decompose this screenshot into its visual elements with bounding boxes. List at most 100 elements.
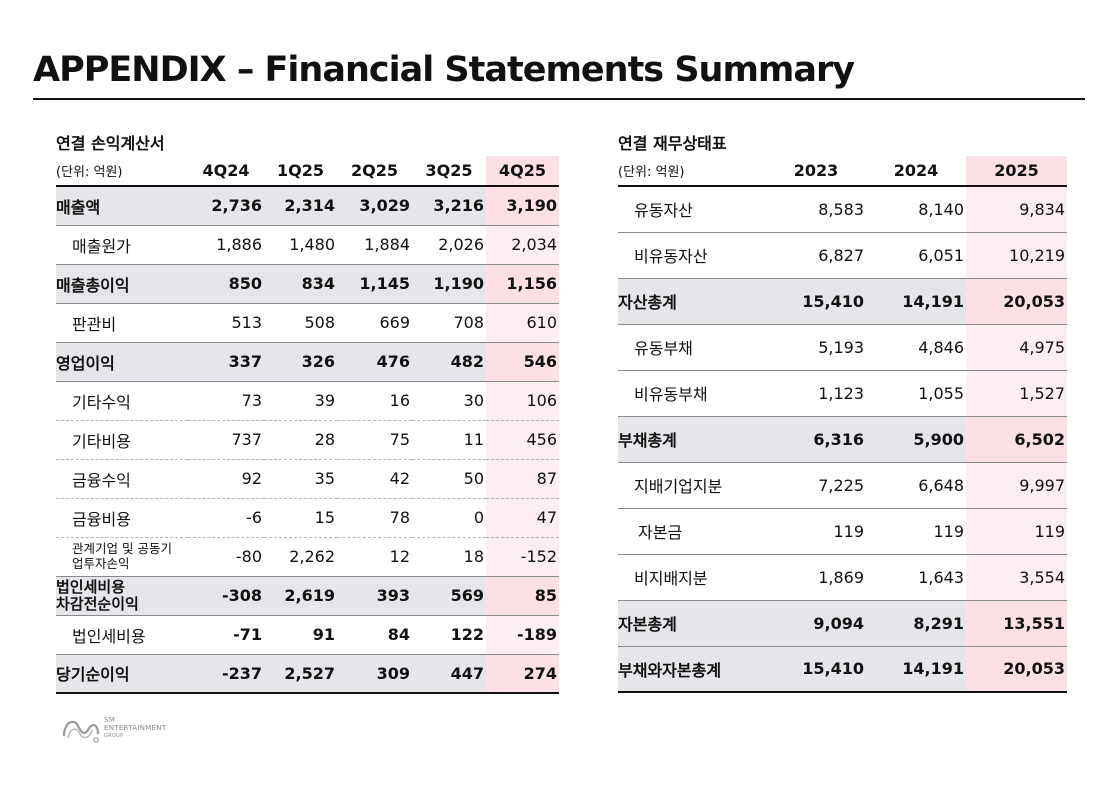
unit-label: (단위: 억원) xyxy=(618,156,766,187)
cell-value: 1,145 xyxy=(337,264,412,304)
column-header: 3Q25 xyxy=(412,156,486,187)
cell-value: 3,554 xyxy=(966,554,1067,601)
cell-value: 4,846 xyxy=(866,324,966,371)
cell-value: 15 xyxy=(264,498,337,538)
cell-value: 309 xyxy=(337,654,412,694)
cell-value: 2,026 xyxy=(412,225,486,265)
cell-value: 20,053 xyxy=(966,278,1067,325)
table-row: 부채총계 6,316 5,900 6,502 xyxy=(618,416,1067,463)
cell-value: 669 xyxy=(337,303,412,343)
table-row: 금융비용 -6 15 78 0 47 xyxy=(56,498,559,538)
cell-value: 6,502 xyxy=(966,416,1067,463)
cell-value: 2,262 xyxy=(264,537,337,577)
table-row: 지배기업지분 7,225 6,648 9,997 xyxy=(618,462,1067,509)
cell-value: -152 xyxy=(486,537,559,577)
cell-value: 50 xyxy=(412,459,486,499)
column-header: 2023 xyxy=(766,156,866,187)
cell-value: 15,410 xyxy=(766,278,866,325)
table-row: 부채와자본총계 15,410 14,191 20,053 xyxy=(618,646,1067,693)
cell-value: -308 xyxy=(188,576,264,616)
row-label: 부채와자본총계 xyxy=(618,646,766,693)
row-label: 법인세비용 차감전순이익 xyxy=(56,576,188,616)
balance-sheet-title: 연결 재무상태표 xyxy=(618,134,727,153)
cell-value: 8,140 xyxy=(866,186,966,233)
cell-value: 3,190 xyxy=(486,186,559,226)
cell-value: 6,051 xyxy=(866,232,966,279)
cell-value: 476 xyxy=(337,342,412,382)
cell-value: 119 xyxy=(966,508,1067,555)
row-label: 관계기업 및 공동기 업투자손익 xyxy=(56,537,188,577)
row-label: 지배기업지분 xyxy=(618,462,766,509)
cell-value: 16 xyxy=(337,381,412,421)
page-title: APPENDIX – Financial Statements Summary xyxy=(33,50,855,90)
cell-value: 513 xyxy=(188,303,264,343)
row-label: 영업이익 xyxy=(56,342,188,382)
cell-value: 2,736 xyxy=(188,186,264,226)
balance-sheet-table: (단위: 억원) 2023 2024 2025 유동자산 8,583 8,140… xyxy=(618,156,1067,693)
table-row: 자본총계 9,094 8,291 13,551 xyxy=(618,600,1067,647)
cell-value: 1,643 xyxy=(866,554,966,601)
row-label: 부채총계 xyxy=(618,416,766,463)
row-label: 금융수익 xyxy=(56,459,188,499)
cell-value: 7,225 xyxy=(766,462,866,509)
row-label: 판관비 xyxy=(56,303,188,343)
table-header-row: (단위: 억원) 2023 2024 2025 xyxy=(618,156,1067,187)
row-label: 당기순이익 xyxy=(56,654,188,694)
cell-value: 75 xyxy=(337,420,412,460)
cell-value: 546 xyxy=(486,342,559,382)
cell-value: 11 xyxy=(412,420,486,460)
cell-value: -71 xyxy=(188,615,264,655)
column-header: 2024 xyxy=(866,156,966,187)
table-row: 기타비용 737 28 75 11 456 xyxy=(56,420,559,460)
cell-value: 39 xyxy=(264,381,337,421)
cell-value: 20,053 xyxy=(966,646,1067,693)
cell-value: 47 xyxy=(486,498,559,538)
table-row: 유동자산 8,583 8,140 9,834 xyxy=(618,186,1067,233)
table-row: 관계기업 및 공동기 업투자손익 -80 2,262 12 18 -152 xyxy=(56,537,559,577)
cell-value: 708 xyxy=(412,303,486,343)
logo-line3: GROUP xyxy=(104,733,124,739)
cell-value: 1,884 xyxy=(337,225,412,265)
cell-value: 92 xyxy=(188,459,264,499)
cell-value: 18 xyxy=(412,537,486,577)
cell-value: 10,219 xyxy=(966,232,1067,279)
income-statement-title: 연결 손익계산서 xyxy=(56,134,165,153)
cell-value: 508 xyxy=(264,303,337,343)
cell-value: 6,316 xyxy=(766,416,866,463)
cell-value: 30 xyxy=(412,381,486,421)
row-label: 기타비용 xyxy=(56,420,188,460)
row-label: 유동부채 xyxy=(618,324,766,371)
title-divider xyxy=(33,98,1085,100)
cell-value: 569 xyxy=(412,576,486,616)
row-label-line2: 업투자손익 xyxy=(72,556,130,571)
row-label: 비유동자산 xyxy=(618,232,766,279)
table-row: 자본금 119 119 119 xyxy=(618,508,1067,555)
cell-value: 122 xyxy=(412,615,486,655)
row-label: 법인세비용 xyxy=(56,615,188,655)
column-header: 2Q25 xyxy=(337,156,412,187)
cell-value: 8,291 xyxy=(866,600,966,647)
row-label: 자본금 xyxy=(618,508,766,555)
cell-value: 14,191 xyxy=(866,278,966,325)
cell-value: 85 xyxy=(486,576,559,616)
row-label: 매출원가 xyxy=(56,225,188,265)
cell-value: 2,527 xyxy=(264,654,337,694)
table-row: 비유동부채 1,123 1,055 1,527 xyxy=(618,370,1067,417)
cell-value: 35 xyxy=(264,459,337,499)
income-statement-table: (단위: 억원) 4Q24 1Q25 2Q25 3Q25 4Q25 매출액 2,… xyxy=(56,156,559,694)
row-label: 비지배지분 xyxy=(618,554,766,601)
cell-value: 42 xyxy=(337,459,412,499)
cell-value: 1,527 xyxy=(966,370,1067,417)
row-label: 금융비용 xyxy=(56,498,188,538)
cell-value: 456 xyxy=(486,420,559,460)
cell-value: 737 xyxy=(188,420,264,460)
cell-value: 78 xyxy=(337,498,412,538)
table-row: 영업이익 337 326 476 482 546 xyxy=(56,342,559,382)
cell-value: 8,583 xyxy=(766,186,866,233)
table-row: 법인세비용 -71 91 84 122 -189 xyxy=(56,615,559,655)
logo-line2: ENTERTAINMENT xyxy=(104,724,167,732)
table-row: 판관비 513 508 669 708 610 xyxy=(56,303,559,343)
cell-value: 834 xyxy=(264,264,337,304)
cell-value: -6 xyxy=(188,498,264,538)
table-row: 당기순이익 -237 2,527 309 447 274 xyxy=(56,654,559,694)
